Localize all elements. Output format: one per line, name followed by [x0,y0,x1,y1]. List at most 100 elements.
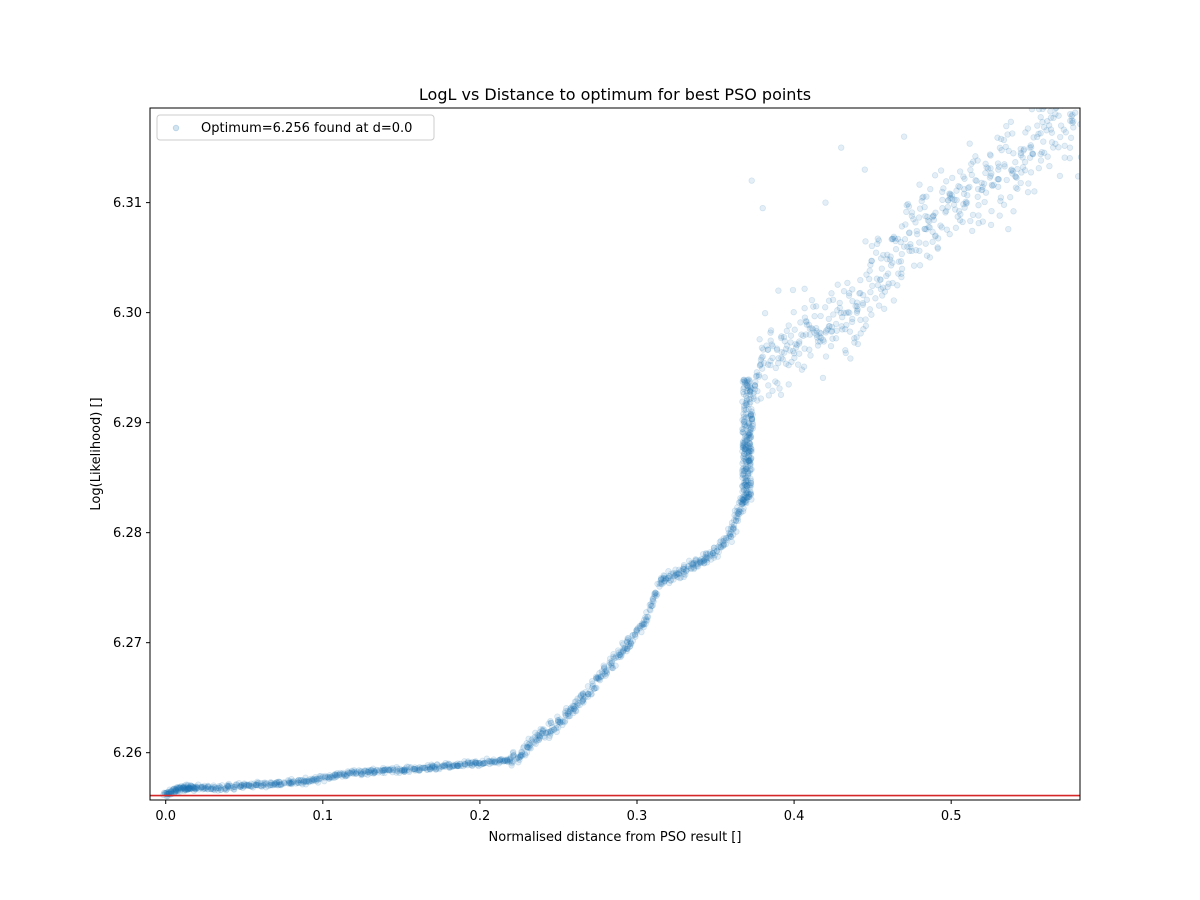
data-point [1012,159,1019,166]
data-point [409,766,417,773]
data-point [868,257,875,264]
data-point [446,763,453,770]
data-point [260,782,267,789]
data-point [345,769,353,776]
data-point [215,784,222,792]
legend-entry-label: Optimum=6.256 found at d=0.0 [201,121,412,136]
data-point [464,759,471,766]
data-point [730,531,737,538]
data-point [233,781,241,789]
data-point [845,309,852,316]
data-point [192,785,199,792]
data-point [383,766,390,773]
data-point [376,767,384,775]
data-point [376,767,383,774]
data-point [306,776,313,783]
data-point [185,785,193,792]
data-point [743,474,750,482]
data-point [942,207,950,215]
data-point [451,762,458,769]
data-point [1040,138,1047,145]
data-point [847,355,854,362]
data-point [801,305,808,312]
data-point [829,296,837,303]
data-point [186,784,193,792]
data-point [192,783,199,790]
data-point [231,786,238,793]
data-point [312,774,319,781]
data-point [184,786,192,793]
data-point [399,767,406,774]
data-point [416,764,423,771]
data-point [314,779,322,786]
data-point [271,780,278,787]
data-point [822,199,829,206]
data-point [331,771,339,778]
data-point [464,758,472,765]
data-point [176,788,184,795]
data-point [171,788,179,796]
data-point [326,772,333,779]
data-point [761,374,768,381]
data-point [897,258,905,265]
data-point [759,353,766,360]
data-point [966,140,973,147]
data-point [313,775,320,783]
data-point [301,778,308,785]
data-point [287,780,294,787]
data-point [354,768,361,775]
data-point [173,784,181,791]
data-point [861,166,868,173]
data-point [347,770,354,777]
data-point [204,782,212,789]
data-point [393,763,400,771]
data-point [204,785,211,793]
data-point [875,302,883,309]
data-point [175,786,182,793]
data-point [363,768,371,775]
data-point [424,766,431,773]
data-point [321,774,329,781]
data-point [295,776,302,784]
data-point [868,242,876,250]
data-point [460,762,467,770]
data-point [340,771,348,779]
data-point [390,766,397,774]
data-point [215,784,222,792]
data-point [995,175,1002,183]
data-point [218,782,226,789]
data-point [811,313,818,320]
data-point [342,773,349,780]
data-point [246,782,253,789]
data-point [183,786,191,793]
data-point [436,764,443,771]
data-point [790,309,797,316]
data-point [467,761,474,768]
data-point [302,778,309,785]
data-point [311,777,318,784]
data-point [400,767,407,775]
data-point [396,765,404,773]
data-point [450,763,457,770]
data-point [878,265,885,272]
data-point [995,166,1002,173]
data-point [245,782,252,790]
data-point [188,782,195,790]
data-point [309,778,316,785]
data-point [996,212,1003,219]
data-point [294,779,301,786]
data-point [326,775,333,782]
data-point [332,771,339,778]
data-point [294,778,301,785]
data-point [357,768,364,775]
data-point [881,305,888,312]
data-point [916,239,923,246]
data-point [170,785,177,792]
data-point [205,783,212,790]
data-point [386,767,393,774]
data-point [752,378,759,386]
data-point [230,786,237,793]
data-point [210,783,217,791]
data-point [759,365,766,372]
data-point [244,781,252,789]
